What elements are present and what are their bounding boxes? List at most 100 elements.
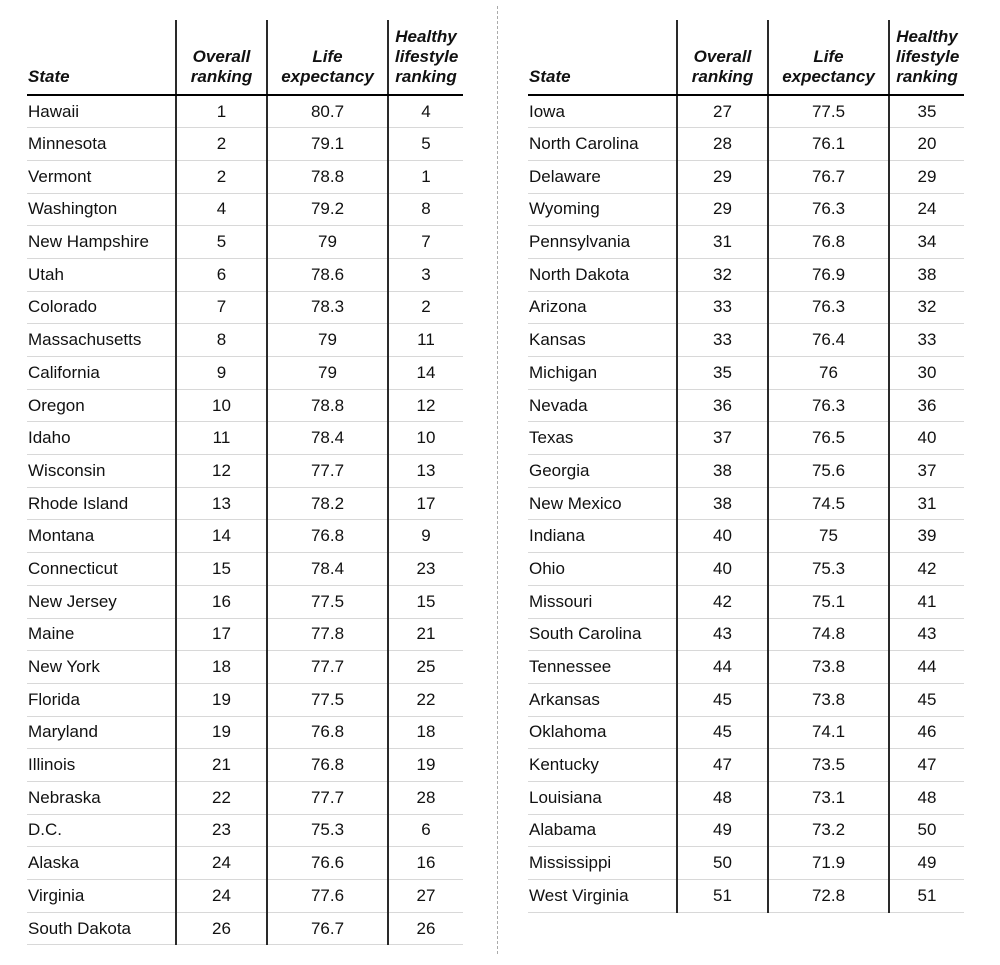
life-expectancy-cell: 77.5 — [767, 95, 889, 129]
life-expectancy-cell: 78.8 — [266, 389, 388, 423]
healthy-lifestyle-ranking-cell: 38 — [888, 258, 964, 292]
healthy-lifestyle-ranking-cell: 34 — [888, 225, 964, 259]
table-row: Oregon 10 78.8 12 — [27, 389, 463, 423]
overall-ranking-cell: 44 — [676, 650, 768, 684]
healthy-lifestyle-ranking-cell: 26 — [387, 912, 463, 946]
life-expectancy-cell: 75.3 — [767, 552, 889, 586]
state-cell: New Mexico — [528, 487, 677, 521]
healthy-lifestyle-ranking-cell: 39 — [888, 519, 964, 554]
state-cell: Kansas — [528, 323, 677, 357]
state-cell: Colorado — [27, 291, 176, 325]
healthy-lifestyle-ranking-cell: 22 — [387, 683, 463, 717]
table-row: North Dakota 32 76.9 38 — [528, 258, 964, 292]
state-cell: Louisiana — [528, 781, 677, 815]
header-row: State Overall ranking Life expectancy He… — [528, 20, 964, 96]
healthy-lifestyle-ranking-cell: 41 — [888, 585, 964, 619]
col-header-overall-ranking: Overall ranking — [175, 20, 267, 96]
table-row: Michigan 35 76 30 — [528, 356, 964, 390]
healthy-lifestyle-ranking-cell: 44 — [888, 650, 964, 684]
life-expectancy-cell: 79 — [266, 323, 388, 357]
state-cell: Ohio — [528, 552, 677, 586]
table-row: California 9 79 14 — [27, 356, 463, 390]
overall-ranking-cell: 31 — [676, 225, 768, 259]
life-expectancy-cell: 76.8 — [266, 519, 388, 554]
state-cell: New York — [27, 650, 176, 684]
healthy-lifestyle-ranking-cell: 31 — [888, 487, 964, 521]
overall-ranking-cell: 10 — [175, 389, 267, 423]
overall-ranking-cell: 35 — [676, 356, 768, 390]
table-row: Wyoming 29 76.3 24 — [528, 193, 964, 227]
state-cell: Oklahoma — [528, 716, 677, 750]
overall-ranking-cell: 19 — [175, 683, 267, 717]
table-row: New Hampshire 5 79 7 — [27, 225, 463, 259]
life-expectancy-cell: 77.8 — [266, 618, 388, 652]
col-header-state: State — [528, 20, 677, 96]
overall-ranking-cell: 2 — [175, 160, 267, 194]
overall-ranking-cell: 51 — [676, 879, 768, 913]
state-cell: Alabama — [528, 814, 677, 848]
healthy-lifestyle-ranking-cell: 30 — [888, 356, 964, 390]
table-row: North Carolina 28 76.1 20 — [528, 127, 964, 161]
table-row: New Jersey 16 77.5 15 — [27, 585, 463, 619]
healthy-lifestyle-ranking-cell: 49 — [888, 846, 964, 880]
overall-ranking-cell: 17 — [175, 618, 267, 652]
healthy-lifestyle-ranking-cell: 51 — [888, 879, 964, 913]
life-expectancy-cell: 73.5 — [767, 748, 889, 782]
healthy-lifestyle-ranking-cell: 29 — [888, 160, 964, 194]
healthy-lifestyle-ranking-cell: 40 — [888, 421, 964, 456]
overall-ranking-cell: 7 — [175, 291, 267, 325]
life-expectancy-cell: 79 — [266, 225, 388, 259]
table-row: Ohio 40 75.3 42 — [528, 552, 964, 586]
state-cell: Minnesota — [27, 127, 176, 161]
healthy-lifestyle-ranking-cell: 15 — [387, 585, 463, 619]
col-header-healthy-lifestyle-ranking: Healthy lifestyle ranking — [387, 20, 463, 96]
left-table-panel: State Overall ranking Life expectancy He… — [27, 20, 463, 946]
state-cell: South Dakota — [27, 912, 176, 946]
healthy-lifestyle-ranking-cell: 46 — [888, 716, 964, 750]
table-row: Missouri 42 75.1 41 — [528, 585, 964, 619]
table-row: Utah 6 78.6 3 — [27, 258, 463, 292]
life-expectancy-cell: 77.5 — [266, 585, 388, 619]
table-row: Louisiana 48 73.1 48 — [528, 781, 964, 815]
right-table-panel: State Overall ranking Life expectancy He… — [528, 20, 964, 913]
life-expectancy-cell: 77.5 — [266, 683, 388, 717]
table-row: Hawaii 1 80.7 4 — [27, 95, 463, 129]
table-row: Iowa 27 77.5 35 — [528, 95, 964, 129]
overall-ranking-cell: 45 — [676, 716, 768, 750]
col-header-healthy-lifestyle-ranking: Healthy lifestyle ranking — [888, 20, 964, 96]
state-cell: Utah — [27, 258, 176, 292]
table-row: Idaho 11 78.4 10 — [27, 421, 463, 456]
table-row: Kansas 33 76.4 33 — [528, 323, 964, 357]
life-expectancy-cell: 76.7 — [266, 912, 388, 946]
table-row: Vermont 2 78.8 1 — [27, 160, 463, 194]
overall-ranking-cell: 5 — [175, 225, 267, 259]
life-expectancy-cell: 80.7 — [266, 95, 388, 129]
table-row: New Mexico 38 74.5 31 — [528, 487, 964, 521]
table-row: Tennessee 44 73.8 44 — [528, 650, 964, 684]
overall-ranking-cell: 45 — [676, 683, 768, 717]
table-row: Massachusetts 8 79 11 — [27, 323, 463, 357]
state-cell: Wisconsin — [27, 454, 176, 488]
healthy-lifestyle-ranking-cell: 32 — [888, 291, 964, 325]
overall-ranking-cell: 16 — [175, 585, 267, 619]
state-cell: North Dakota — [528, 258, 677, 292]
state-cell: Virginia — [27, 879, 176, 913]
life-expectancy-cell: 73.8 — [767, 683, 889, 717]
state-cell: Nevada — [528, 389, 677, 423]
table-row: Arizona 33 76.3 32 — [528, 291, 964, 325]
healthy-lifestyle-ranking-cell: 47 — [888, 748, 964, 782]
overall-ranking-cell: 19 — [175, 716, 267, 750]
life-expectancy-cell: 74.8 — [767, 618, 889, 652]
life-expectancy-cell: 76.3 — [767, 193, 889, 227]
overall-ranking-cell: 9 — [175, 356, 267, 390]
table-row: Pennsylvania 31 76.8 34 — [528, 225, 964, 259]
life-expectancy-cell: 78.3 — [266, 291, 388, 325]
col-header-overall-ranking: Overall ranking — [676, 20, 768, 96]
state-cell: Maine — [27, 618, 176, 652]
table-row: Washington 4 79.2 8 — [27, 193, 463, 227]
overall-ranking-cell: 8 — [175, 323, 267, 357]
state-cell: Wyoming — [528, 193, 677, 227]
overall-ranking-cell: 22 — [175, 781, 267, 815]
state-cell: California — [27, 356, 176, 390]
